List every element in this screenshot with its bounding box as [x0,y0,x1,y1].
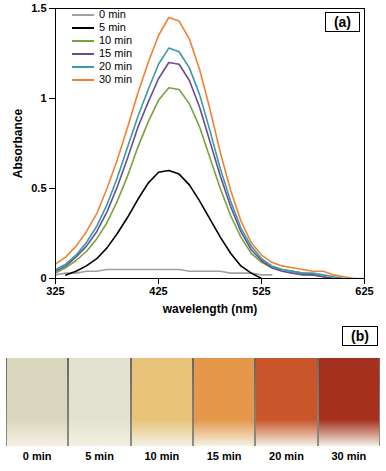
html-text:5 min: 5 min [99,21,126,33]
html-text:30 min: 30 min [99,73,132,85]
svg-text:0.5: 0.5 [31,182,46,194]
html-text:20 min: 20 min [269,450,304,462]
html-text:0 min: 0 min [22,450,52,462]
svg-text:Absorbance: Absorbance [11,109,25,179]
html-text:30 min: 30 min [331,450,367,462]
svg-text:425: 425 [149,285,167,297]
html-text:15 min: 15 min [99,47,132,59]
html-text:(a): (a) [333,14,351,30]
svg-text:625: 625 [355,285,373,297]
svg-text:325: 325 [46,285,64,297]
html-text:(b): (b) [351,328,369,344]
html-text:5 min: 5 min [85,450,114,462]
html-text:10 min: 10 min [144,450,180,462]
html-text:0 min: 0 min [99,8,126,20]
svg-text:wavelength (nm): wavelength (nm) [162,302,258,316]
html-text:15 min: 15 min [206,450,242,462]
svg-text:1.5: 1.5 [31,2,46,14]
svg-text:1: 1 [40,92,46,104]
svg-text:525: 525 [252,285,270,297]
html-text:20 min: 20 min [99,60,132,72]
html-text:10 min: 10 min [99,34,132,46]
svg-text:0: 0 [40,272,46,284]
